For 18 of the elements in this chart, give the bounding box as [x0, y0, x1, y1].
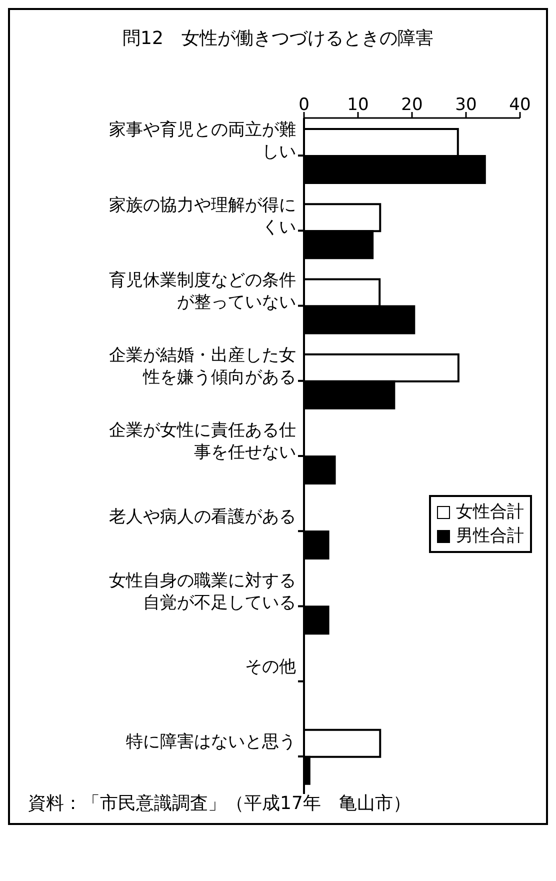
x-tick-label: 20 [401, 95, 423, 115]
x-tick-label: 30 [455, 95, 477, 115]
y-tick-label: 老人や病人の看護がある [109, 506, 296, 527]
x-tick-label: 0 [298, 95, 310, 115]
y-tick-label: 企業が女性に責任ある仕事を任せない [109, 420, 296, 463]
legend-label: 女性合計 [456, 501, 524, 524]
x-tick-label: 10 [347, 95, 369, 115]
y-tick-label: 家族の協力や理解が得にくい [109, 195, 296, 238]
chart-title: 問12 女性が働きつづけるときの障害 [122, 27, 434, 51]
x-tick-label: 40 [509, 95, 531, 115]
y-tick-label: 企業が結婚・出産した女性を嫌う傾向がある [109, 346, 296, 388]
y-tick-label: 特に障害はないと思う [126, 732, 296, 752]
y-tick-label: その他 [245, 656, 296, 677]
annotation: 資料：「市民意識調査」（平成17年 亀山市） [28, 792, 411, 815]
y-tick-label: 家事や育児との両立が難しい [109, 120, 296, 162]
y-tick-label: 育児休業制度などの条件が整っていない [109, 270, 296, 312]
legend-label: 男性合計 [456, 525, 524, 548]
y-tick-label: 女性自身の職業に対する自覚が不足している [109, 570, 296, 613]
